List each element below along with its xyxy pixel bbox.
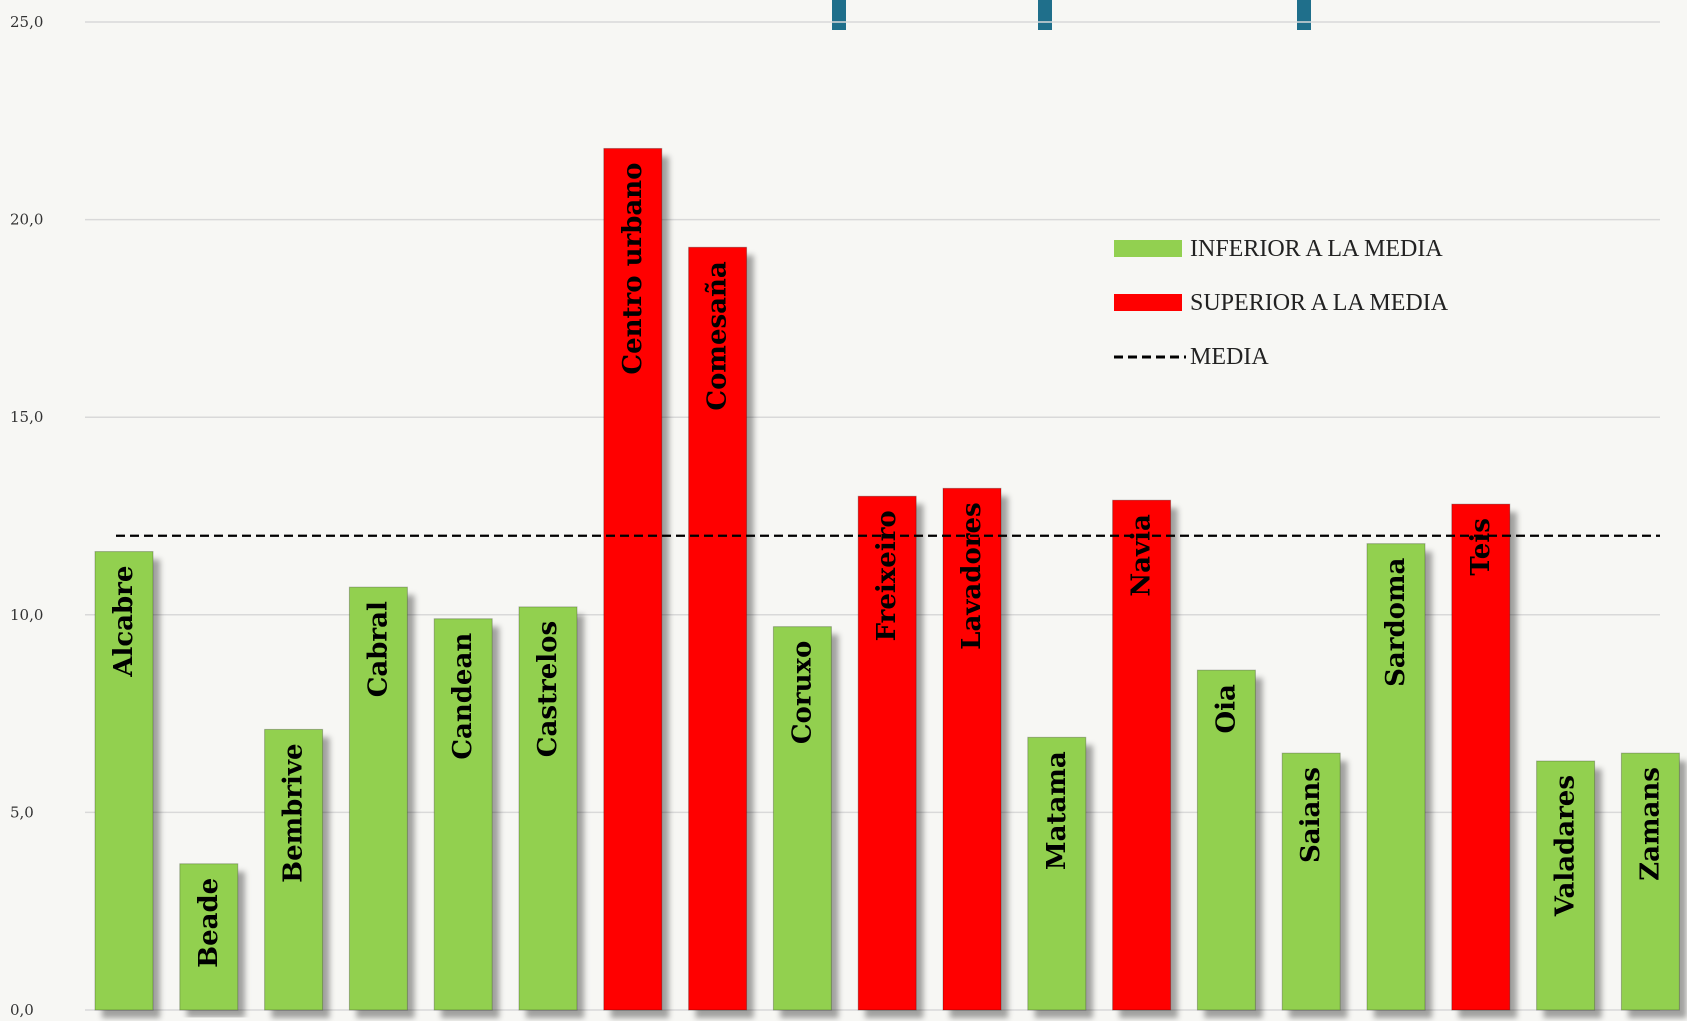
legend-label-superior: SUPERIOR A LA MEDIA xyxy=(1190,290,1449,316)
bar xyxy=(1366,543,1426,1011)
bar xyxy=(1620,752,1680,1011)
bar xyxy=(94,551,154,1011)
bar-label: Beade xyxy=(194,878,224,968)
legend-label-mean: MEDIA xyxy=(1190,344,1269,370)
y-tick-label: 0,0 xyxy=(10,1001,34,1019)
bar xyxy=(1536,760,1596,1011)
bar xyxy=(518,606,578,1011)
bar-label: Candean xyxy=(448,633,478,760)
bar xyxy=(179,863,239,1011)
bar-label: Alcabre xyxy=(109,566,139,678)
bar xyxy=(264,728,324,1011)
bar-label: Matama xyxy=(1042,751,1072,870)
y-tick-label: 25,0 xyxy=(10,13,43,31)
bar-label: Bembrive xyxy=(279,743,309,882)
bar xyxy=(1281,752,1341,1011)
y-tick-label: 10,0 xyxy=(10,606,43,624)
title-fragment xyxy=(832,0,1311,30)
y-tick-label: 15,0 xyxy=(10,408,43,426)
bar xyxy=(942,487,1002,1011)
bar-label: Zamans xyxy=(1635,767,1665,881)
bar xyxy=(772,626,832,1011)
bar-label: Freixeiro xyxy=(872,510,902,641)
bar-label: Lavadores xyxy=(957,502,987,649)
legend-swatch-superior xyxy=(1114,294,1182,311)
bar-label: Comesaña xyxy=(703,261,733,410)
bar xyxy=(1196,669,1256,1011)
bar-label: Oia xyxy=(1211,684,1241,734)
bar xyxy=(433,618,493,1011)
legend-label-inferior: INFERIOR A LA MEDIA xyxy=(1190,236,1443,262)
bar xyxy=(1027,736,1087,1011)
bar-label: Centro urbano xyxy=(618,162,648,374)
legend: INFERIOR A LA MEDIA SUPERIOR A LA MEDIA … xyxy=(1114,236,1449,370)
bar xyxy=(1112,499,1172,1011)
bar-label: Valadares xyxy=(1551,775,1581,917)
y-tick-label: 20,0 xyxy=(10,211,43,229)
bar xyxy=(688,246,748,1011)
bar-label: Castrelos xyxy=(533,621,563,757)
bar-label: Saians xyxy=(1296,767,1326,863)
bar-label: Cabral xyxy=(363,601,393,697)
bar-label: Navia xyxy=(1127,514,1157,597)
legend-swatch-inferior xyxy=(1114,240,1182,257)
y-tick-label: 5,0 xyxy=(10,803,34,821)
y-axis: 0,0 5,0 10,0 15,0 20,0 25,0 xyxy=(10,13,43,1019)
bar xyxy=(857,495,917,1011)
bar xyxy=(1451,503,1511,1011)
bar-label: Coruxo xyxy=(787,641,817,744)
bar-label: Sardoma xyxy=(1381,558,1411,687)
bars: Alcabre Beade Bembrive Cabral Candean Castrel… xyxy=(94,147,1680,1011)
bar xyxy=(603,147,663,1011)
bar xyxy=(348,586,408,1011)
bar-label: Teis xyxy=(1466,518,1496,575)
